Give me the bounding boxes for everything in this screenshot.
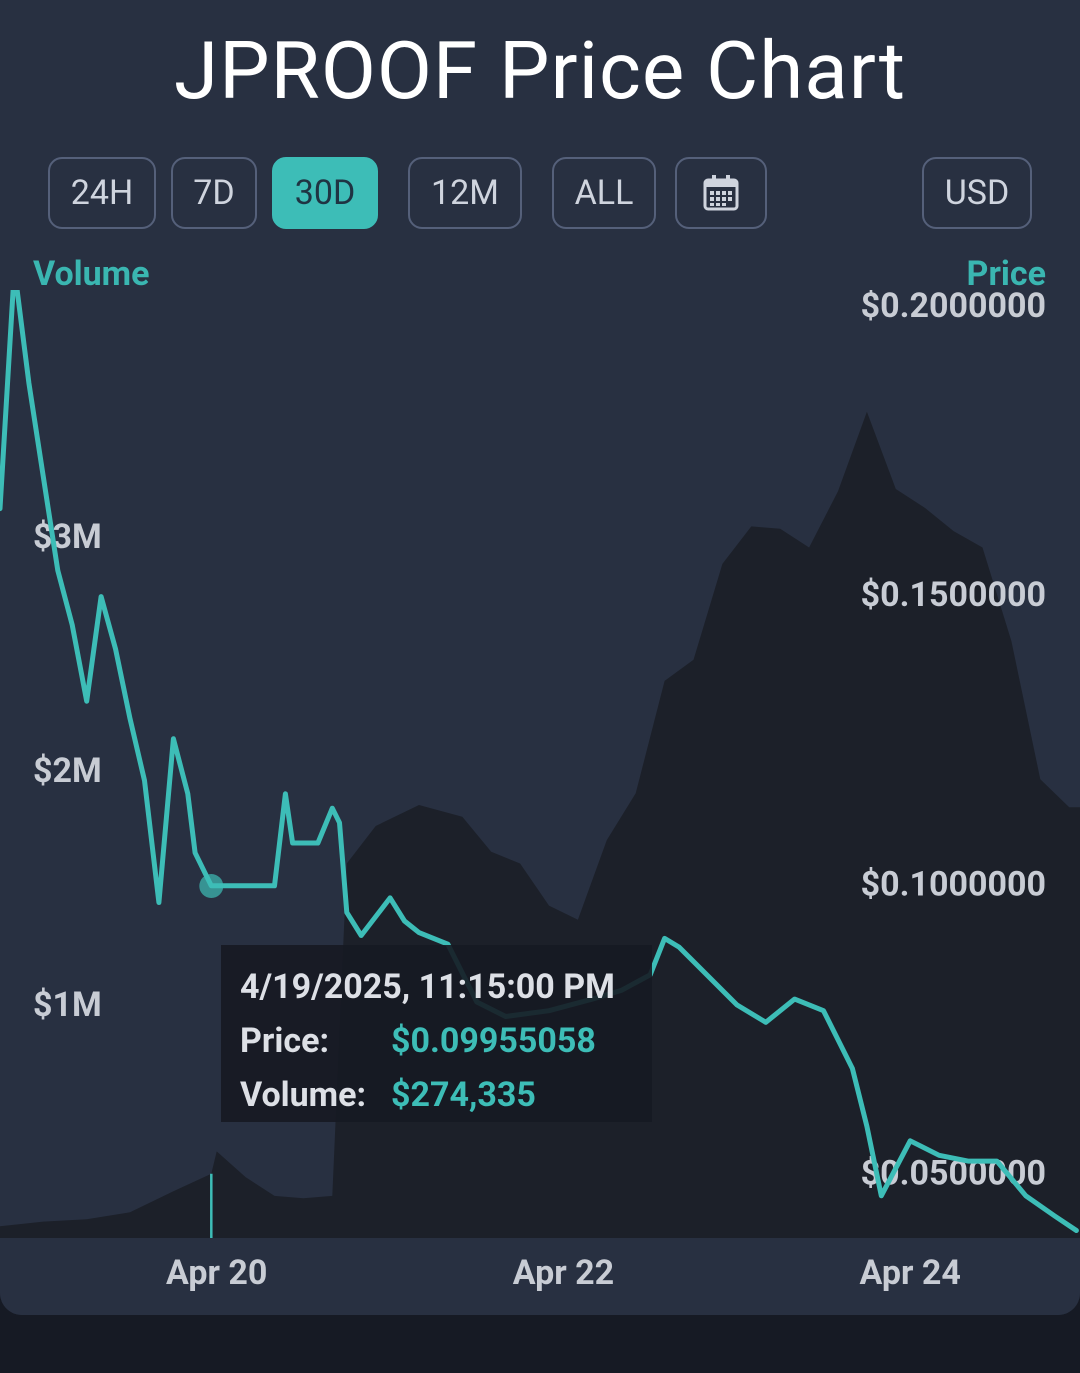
tooltip-price-value: $0.09955058 <box>391 1021 596 1061</box>
x-axis-tick: Apr 20 <box>166 1253 267 1293</box>
x-axis-tick: Apr 24 <box>860 1253 961 1293</box>
volume-axis-tick: $3M <box>33 517 102 557</box>
tooltip-price-label: Price: <box>240 1021 330 1061</box>
currency-button[interactable]: USD <box>922 157 1032 229</box>
volume-axis-tick: $2M <box>33 751 102 791</box>
x-axis-tick: Apr 22 <box>513 1253 614 1293</box>
tooltip-volume-label: Volume: <box>240 1075 367 1115</box>
price-axis-title: Price <box>966 254 1046 294</box>
range-7d-button[interactable]: 7D <box>171 157 257 229</box>
range-24h-button[interactable]: 24H <box>48 157 156 229</box>
chart-tooltip: 4/19/2025, 11:15:00 PM Price: $0.0995505… <box>221 945 652 1122</box>
volume-axis-title: Volume <box>33 254 150 294</box>
tooltip-volume-value: $274,335 <box>391 1075 536 1115</box>
volume-area <box>0 411 1080 1238</box>
range-30d-button[interactable]: 30D <box>272 157 378 229</box>
range-all-button[interactable]: ALL <box>552 157 656 229</box>
volume-axis-tick: $1M <box>33 985 102 1025</box>
price-axis-tick: $0.1000000 <box>861 864 1046 904</box>
chart-plot[interactable]: $1M$2M$3M $0.0500000$0.1000000$0.1500000… <box>0 290 1080 1315</box>
chart-title: JPROOF Price Chart <box>173 24 907 118</box>
calendar-icon <box>703 175 739 211</box>
x-axis-band <box>0 1238 1080 1315</box>
hover-point <box>199 874 224 899</box>
price-chart-card: JPROOF Price Chart 24H 7D 30D 12M ALL US… <box>0 0 1080 1315</box>
range-12m-button[interactable]: 12M <box>408 157 522 229</box>
price-line <box>0 290 1079 1233</box>
tooltip-date: 4/19/2025, 11:15:00 PM <box>240 967 615 1007</box>
price-axis-tick: $0.2000000 <box>861 290 1046 326</box>
calendar-button[interactable] <box>675 157 767 229</box>
price-axis-tick: $0.1500000 <box>861 575 1046 615</box>
